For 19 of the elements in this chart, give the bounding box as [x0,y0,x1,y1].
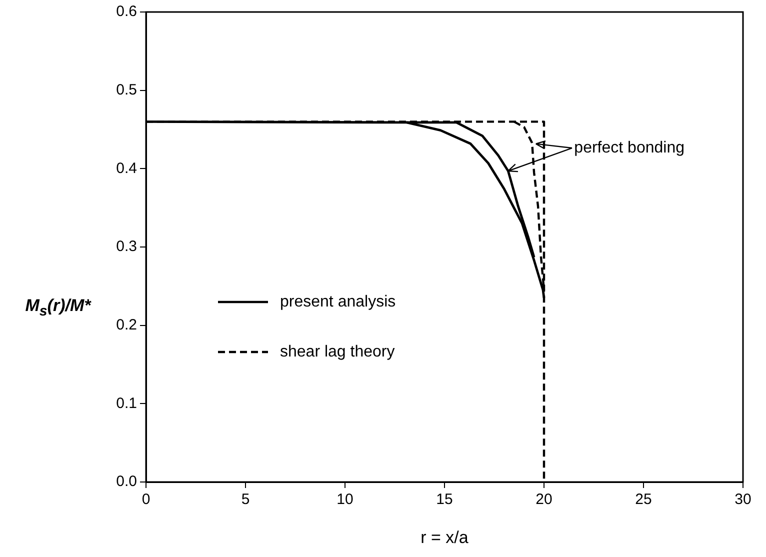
legend-label: present analysis [280,293,396,310]
y-tick-label: 0.1 [116,394,137,412]
y-tick-label: 0.4 [116,160,137,177]
x-axis-title: r = x/a [420,528,470,548]
y-tick-label: 0.0 [116,473,137,490]
x-tick-label: 5 [241,491,250,508]
y-tick-label: 0.3 [116,238,137,256]
x-tick-label: 20 [536,491,552,508]
x-tick-label: 15 [436,491,453,508]
x-tick-label: 25 [635,491,652,508]
y-tick-label: 0.2 [116,316,137,334]
x-tick-label: 10 [336,491,354,508]
y-axis-title: M$_{s}$(r)/M* [24,296,92,320]
legend-label: shear lag theory [280,343,395,360]
y-tick-label: 0.5 [116,81,137,98]
annotation: perfect bonding [574,139,684,156]
x-tick-label: 0 [142,491,150,508]
x-tick-label: 30 [734,491,752,508]
y-tick-label: 0.6 [116,3,137,20]
